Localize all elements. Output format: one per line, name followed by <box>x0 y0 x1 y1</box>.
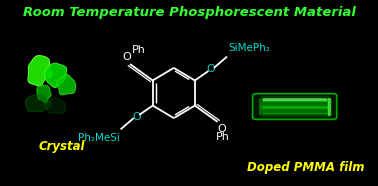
Text: O: O <box>207 64 215 74</box>
Text: Doped PMMA film: Doped PMMA film <box>247 161 364 174</box>
Text: Crystal: Crystal <box>39 140 85 153</box>
Text: SiMePh₂: SiMePh₂ <box>228 43 270 53</box>
Polygon shape <box>44 97 66 114</box>
FancyBboxPatch shape <box>253 94 337 119</box>
Polygon shape <box>37 85 51 103</box>
Polygon shape <box>28 56 52 86</box>
Text: O: O <box>132 112 141 122</box>
Polygon shape <box>57 74 76 95</box>
Polygon shape <box>25 94 51 112</box>
Text: Ph: Ph <box>216 132 230 142</box>
Text: Room Temperature Phosphorescent Material: Room Temperature Phosphorescent Material <box>23 6 355 19</box>
Text: O: O <box>217 124 226 134</box>
Text: Ph₂MeSi: Ph₂MeSi <box>78 133 119 143</box>
Polygon shape <box>45 63 67 88</box>
Text: O: O <box>122 52 131 62</box>
Text: Ph: Ph <box>132 45 146 55</box>
